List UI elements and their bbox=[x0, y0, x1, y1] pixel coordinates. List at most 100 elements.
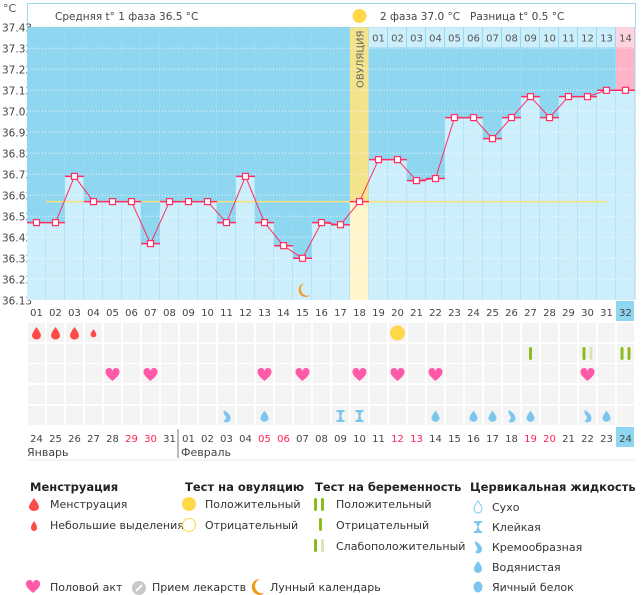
day-column-top bbox=[122, 27, 141, 202]
pregnancy-negative-icon bbox=[319, 518, 322, 531]
calendar-date-label: 18 bbox=[505, 434, 518, 445]
cycle-day-label: 05 bbox=[106, 308, 119, 319]
marker-cell bbox=[313, 323, 330, 342]
marker-cell bbox=[47, 364, 64, 383]
temperature-point bbox=[450, 113, 459, 122]
today-date-cell bbox=[616, 427, 634, 447]
temperature-point bbox=[51, 219, 60, 227]
marker-cell bbox=[142, 323, 159, 342]
calendar-date-label: 02 bbox=[201, 434, 214, 445]
marker-cell bbox=[598, 344, 615, 363]
calendar-date-label: 21 bbox=[562, 434, 575, 445]
temperature-point bbox=[488, 135, 497, 143]
temperature-bar bbox=[103, 201, 122, 300]
temperature-point bbox=[203, 198, 212, 206]
marker-cell bbox=[256, 344, 273, 363]
temperature-point bbox=[431, 174, 440, 183]
calendar-date-label: 19 bbox=[524, 434, 537, 445]
light-spotting-icon bbox=[90, 329, 97, 338]
y-tick-label: 36.53 bbox=[2, 211, 32, 223]
temperature-point bbox=[146, 240, 155, 248]
temperature-point bbox=[469, 113, 478, 122]
calendar-date-label: 20 bbox=[543, 434, 556, 445]
marker-cell bbox=[161, 385, 178, 404]
legend-pregnancy-weak: Слабоположительный bbox=[336, 540, 466, 553]
day-column-top bbox=[46, 27, 65, 223]
cervical-creamy-icon bbox=[223, 410, 231, 423]
temperature-bar bbox=[540, 117, 559, 300]
luteal-day-cell bbox=[540, 27, 558, 48]
y-tick-label: 37.43 bbox=[2, 22, 32, 34]
cycle-day-label: 23 bbox=[448, 308, 461, 319]
temperature-bar bbox=[483, 138, 502, 300]
marker-cell bbox=[427, 385, 444, 404]
cycle-day-label: 12 bbox=[239, 308, 252, 319]
luteal-day-cell bbox=[407, 27, 425, 48]
marker-cell bbox=[598, 385, 615, 404]
temperature-bar bbox=[502, 117, 521, 300]
marker-cell bbox=[66, 385, 83, 404]
cycle-day-label: 30 bbox=[581, 308, 594, 319]
marker-cell bbox=[617, 406, 634, 425]
temperature-point bbox=[412, 177, 421, 185]
marker-cell bbox=[389, 385, 406, 404]
intercourse-heart-icon bbox=[257, 367, 272, 381]
temperature-bar bbox=[312, 222, 331, 300]
phase2-average: 2 фаза 37.0 °C bbox=[380, 11, 460, 23]
y-tick-label: 36.43 bbox=[2, 232, 32, 244]
legend-medication: Прием лекарств bbox=[152, 581, 247, 594]
unit-label: °C bbox=[3, 2, 17, 15]
marker-cell bbox=[503, 364, 520, 383]
y-tick-label: 37.03 bbox=[2, 106, 32, 118]
marker-cell bbox=[47, 385, 64, 404]
marker-cell bbox=[332, 385, 349, 404]
marker-cell bbox=[560, 406, 577, 425]
marker-cell bbox=[199, 385, 216, 404]
day-column-top bbox=[293, 27, 312, 259]
pregnancy-test-negative-icon bbox=[529, 347, 532, 360]
cycle-day-label: 02 bbox=[49, 308, 62, 319]
cycle-day-label: 06 bbox=[125, 308, 138, 319]
marker-cell bbox=[123, 364, 140, 383]
marker-cell bbox=[370, 344, 387, 363]
marker-cell bbox=[66, 344, 83, 363]
marker-cell bbox=[522, 385, 539, 404]
legend-ovulation-test-title: Тест на овуляцию bbox=[185, 480, 305, 494]
temperature-point bbox=[602, 86, 611, 94]
calendar-date-label: 14 bbox=[429, 434, 442, 445]
ovulation-sun-icon bbox=[352, 9, 367, 23]
calendar-date-label: 01 bbox=[182, 434, 195, 445]
marker-cell bbox=[427, 323, 444, 342]
calendar-date-label: 27 bbox=[87, 434, 100, 445]
day-column-top bbox=[84, 27, 103, 202]
temperature-bar bbox=[274, 245, 293, 300]
cervical-watery-icon bbox=[602, 410, 611, 422]
marker-cell bbox=[465, 323, 482, 342]
marker-cell bbox=[332, 323, 349, 342]
day-column-top bbox=[331, 27, 350, 225]
marker-cell bbox=[104, 406, 121, 425]
temperature-bar bbox=[217, 222, 236, 300]
luteal-day-cell bbox=[559, 27, 577, 48]
temperature-point bbox=[621, 86, 630, 94]
pregnancy-test-icon bbox=[620, 347, 624, 360]
marker-cell bbox=[332, 344, 349, 363]
calendar-date-label: 16 bbox=[467, 434, 480, 445]
legend-cervical-eggwhite: Яичный белок bbox=[492, 581, 574, 594]
marker-cell bbox=[66, 406, 83, 425]
marker-cell bbox=[294, 406, 311, 425]
calendar-date-label: 11 bbox=[372, 434, 385, 445]
luteal-day-cell bbox=[578, 27, 596, 48]
luteal-day-cell bbox=[483, 27, 501, 48]
marker-cell bbox=[522, 364, 539, 383]
marker-cell bbox=[123, 406, 140, 425]
cervical-creamy-icon bbox=[475, 541, 483, 554]
calendar-date-label: 24 bbox=[619, 434, 632, 445]
marker-cell bbox=[161, 364, 178, 383]
calendar-date-label: 30 bbox=[144, 434, 157, 445]
cycle-day-label: 13 bbox=[258, 308, 271, 319]
temperature-point bbox=[89, 198, 98, 206]
legend-intercourse: Половой акт bbox=[50, 581, 123, 594]
temperature-point bbox=[32, 219, 41, 227]
